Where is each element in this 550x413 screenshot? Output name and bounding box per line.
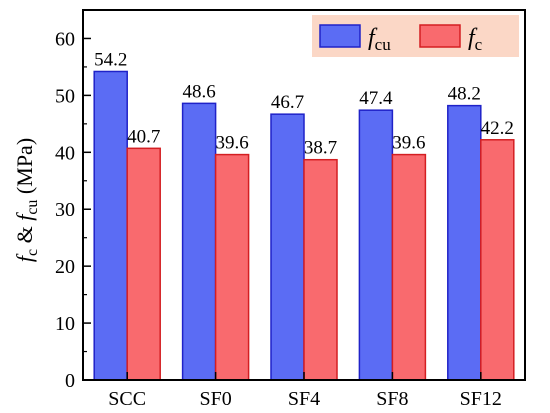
- value-label: 54.2: [94, 49, 127, 70]
- legend-swatch: [319, 24, 361, 48]
- value-label: 46.7: [271, 92, 304, 113]
- value-label: 47.4: [359, 88, 393, 109]
- value-label: 39.6: [392, 133, 425, 154]
- y-tick-label: 0: [65, 370, 75, 392]
- y-tick-label: 30: [55, 199, 75, 221]
- value-labels-layer: 54.2 40.7 48.6 39.6 46.7 38.7 47.4 39.6 48.242.2: [94, 49, 514, 158]
- x-tick-label: SF0: [199, 388, 231, 410]
- x-tick-label: SF12: [460, 388, 502, 410]
- y-tick-label: 40: [55, 142, 75, 164]
- value-label: 42.2: [481, 118, 514, 139]
- bar-fc-sf0: [214, 153, 250, 381]
- bar-fcu-sf12: [447, 104, 482, 381]
- value-label: 48.2: [448, 84, 481, 105]
- legend-swatch: [419, 24, 461, 48]
- bar-fc-sf4: [303, 158, 338, 381]
- bar-fcu-sf4: [270, 113, 305, 381]
- value-label: 40.7: [127, 126, 160, 147]
- x-axis: SCC SF0 SF4 SF8 SF12: [108, 372, 502, 410]
- value-label: 48.6: [182, 81, 215, 102]
- x-tick-label: SCC: [108, 388, 146, 410]
- bars-layer: [93, 70, 515, 381]
- bar-fc-scc: [126, 147, 161, 381]
- value-label: 38.7: [304, 138, 337, 159]
- legend-label: fcu: [368, 25, 391, 54]
- x-tick-label: SF8: [376, 388, 408, 410]
- value-label: 39.6: [215, 133, 248, 154]
- x-tick-label: SF4: [288, 388, 320, 410]
- y-axis-label: fc & fcu (MPa): [12, 138, 41, 262]
- bar-fcu-sf0: [181, 102, 217, 381]
- y-axis: 0 10 20 30 40 50 60: [55, 28, 91, 392]
- y-tick-label: 20: [55, 256, 75, 278]
- y-tick-label: 50: [55, 85, 75, 107]
- y-tick-label: 60: [55, 28, 75, 50]
- bar-fc-sf12: [480, 139, 515, 381]
- legend: fcu fc: [312, 15, 519, 57]
- y-tick-label: 10: [55, 313, 75, 335]
- bar-fcu-scc: [93, 70, 128, 381]
- legend-label: fc: [468, 25, 483, 54]
- bar-fc-sf8: [391, 153, 427, 381]
- bar-fcu-sf8: [358, 109, 394, 381]
